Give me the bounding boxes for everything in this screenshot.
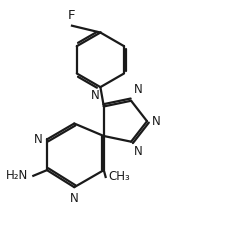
Text: N: N [134,83,143,96]
Text: H₂N: H₂N [5,169,28,182]
Text: N: N [34,133,42,146]
Text: F: F [68,9,76,22]
Text: N: N [70,192,79,205]
Text: N: N [152,115,160,128]
Text: N: N [134,145,143,158]
Text: CH₃: CH₃ [108,170,130,184]
Text: N: N [90,89,99,102]
